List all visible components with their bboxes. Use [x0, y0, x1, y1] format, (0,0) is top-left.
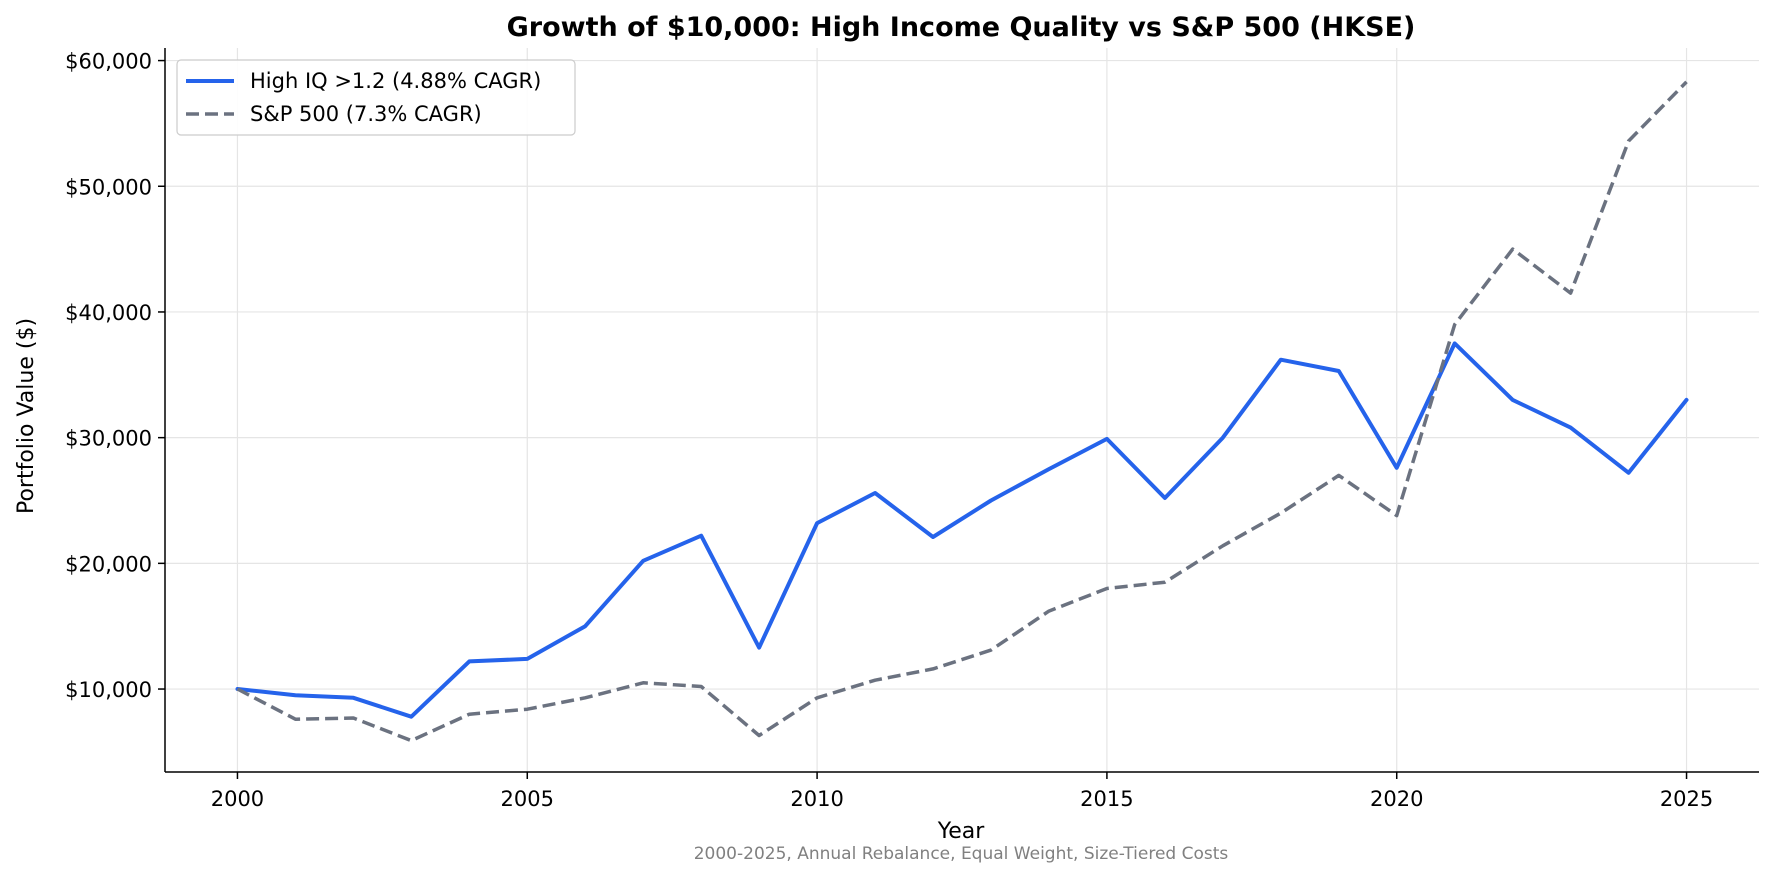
legend-box: [176, 59, 576, 136]
sp500-line: [236, 80, 1688, 743]
x-tick-label: 2010: [790, 787, 843, 811]
x-tick-label: 2005: [501, 787, 554, 811]
x-tick-label: 2020: [1370, 787, 1423, 811]
axes: [164, 48, 1759, 773]
series-lines: [235, 80, 1689, 743]
high-iq-line: [235, 341, 1689, 719]
y-tick-label: $10,000: [65, 678, 152, 702]
x-axis-label: Year: [937, 819, 986, 844]
legend-label-high-iq: High IQ >1.2 (4.88% CAGR): [250, 69, 541, 93]
y-axis-label: Portfolio Value ($): [14, 318, 39, 514]
y-tick-label: $20,000: [65, 552, 152, 576]
legend: High IQ >1.2 (4.88% CAGR) S&P 500 (7.3% …: [176, 59, 576, 136]
legend-label-sp500: S&P 500 (7.3% CAGR): [250, 102, 482, 126]
y-tick-label: $30,000: [65, 427, 152, 451]
chart-title: Growth of $10,000: High Income Quality v…: [507, 12, 1416, 43]
y-tick-label: $60,000: [65, 50, 152, 74]
grid-lines: [165, 48, 1759, 772]
x-tick-label: 2000: [211, 787, 264, 811]
x-tick-label: 2015: [1080, 787, 1133, 811]
tick-marks: 2000 2005 2010 2015 2020 2025 $10,000 $20,000 $3…: [65, 50, 1713, 811]
chart-caption: 2000-2025, Annual Rebalance, Equal Weigh…: [694, 844, 1229, 864]
y-tick-label: $40,000: [65, 301, 152, 325]
x-tick-label: 2025: [1660, 787, 1713, 811]
y-tick-label: $50,000: [65, 175, 152, 199]
